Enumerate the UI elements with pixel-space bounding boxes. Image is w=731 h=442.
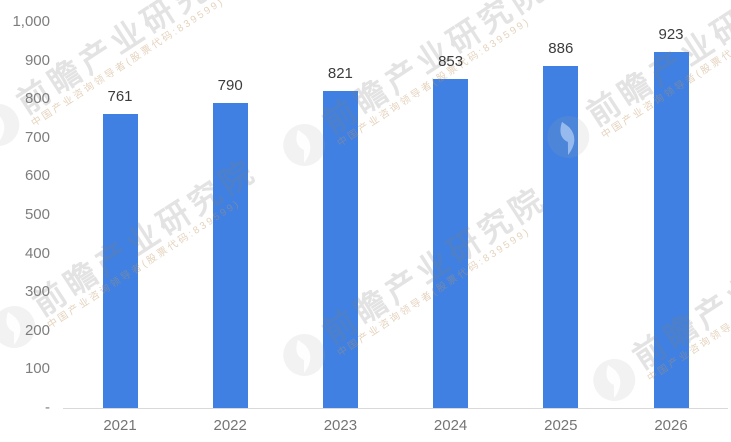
y-axis-tick-label: 900 [24, 51, 50, 69]
bar-value-label: 923 [658, 25, 684, 43]
y-axis-tick-label: - [45, 399, 50, 416]
y-axis-tick-label: 700 [24, 128, 50, 146]
bar-2024 [433, 78, 469, 408]
bar-value-label: 761 [107, 88, 133, 106]
x-axis-label: 2023 [323, 417, 358, 434]
y-axis-tick-label: 500 [24, 206, 50, 223]
bar-2025 [543, 66, 579, 408]
bar-value-label: 790 [217, 77, 243, 95]
x-axis-label: 2025 [544, 417, 578, 434]
bar-value-label: 853 [438, 52, 464, 70]
watermark: 前瞻产业研究院中国产业咨询领导者(股票代码:839599) [275, 0, 560, 178]
y-axis-tick-label: 600 [24, 167, 50, 185]
y-axis-tick-label: 1,000 [12, 13, 50, 30]
bar-2023 [322, 91, 358, 408]
y-axis-tick-label: 800 [24, 90, 50, 108]
bar-2022 [212, 103, 248, 408]
x-axis-label: 2026 [654, 417, 688, 434]
bar-2021 [102, 114, 138, 408]
bar-value-label: 886 [548, 40, 574, 57]
x-axis-line [63, 408, 728, 409]
x-axis-label: 2021 [103, 417, 137, 434]
y-axis-tick-label: 300 [24, 283, 50, 301]
bar-2026 [653, 51, 689, 408]
watermark-logo-icon [593, 358, 636, 401]
bar-value-label: 821 [327, 65, 353, 83]
y-axis-tick-label: 100 [24, 360, 50, 378]
watermark: 前瞻产业研究院中国产业咨询领导者(股票代码:839599) [275, 179, 560, 388]
y-axis-tick-label: 200 [24, 321, 50, 339]
y-axis-tick-label: 400 [24, 244, 50, 262]
x-axis-label: 2024 [433, 417, 468, 434]
x-axis-label: 2022 [213, 417, 247, 434]
